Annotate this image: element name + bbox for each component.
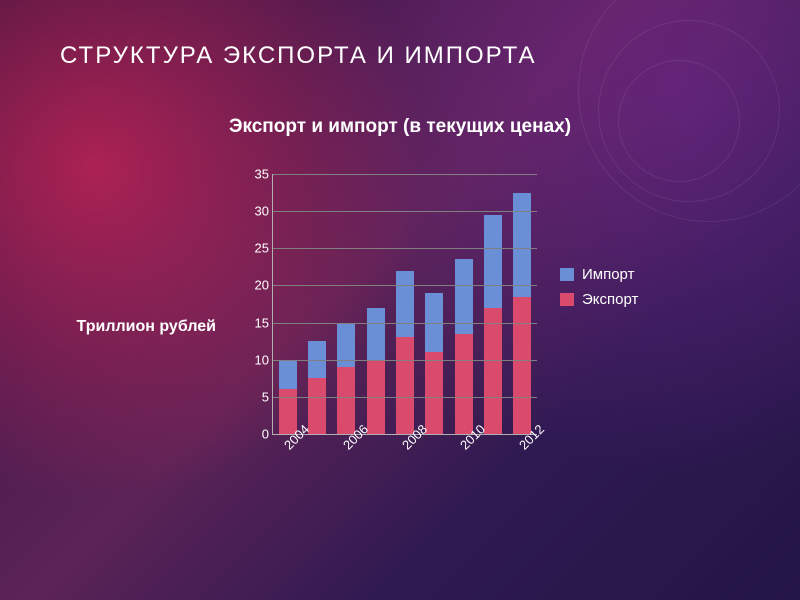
y-tick-label: 5 bbox=[239, 389, 269, 404]
y-tick-label: 0 bbox=[239, 427, 269, 442]
bar-segment-import bbox=[367, 308, 385, 360]
y-tick-label: 25 bbox=[239, 241, 269, 256]
decorative-ring bbox=[578, 0, 800, 222]
legend-swatch bbox=[560, 268, 574, 281]
bar-segment-import bbox=[484, 215, 502, 308]
gridline bbox=[273, 174, 537, 175]
bars-container bbox=[273, 174, 537, 434]
y-tick-label: 20 bbox=[239, 278, 269, 293]
bar-segment-export bbox=[484, 308, 502, 434]
y-tick-label: 35 bbox=[239, 167, 269, 182]
bar-segment-import bbox=[396, 271, 414, 338]
bar-segment-export bbox=[425, 352, 443, 434]
gridline bbox=[273, 360, 537, 361]
gridline bbox=[273, 248, 537, 249]
plot-area: 05101520253035 bbox=[272, 174, 537, 435]
bar bbox=[425, 293, 443, 434]
chart-title: Экспорт и импорт (в текущих ценах) bbox=[0, 116, 800, 138]
bar bbox=[367, 308, 385, 434]
legend-label: Импорт bbox=[582, 266, 634, 283]
legend-item: Импорт bbox=[560, 266, 638, 283]
gridline bbox=[273, 323, 537, 324]
gridline bbox=[273, 397, 537, 398]
bar-segment-export bbox=[337, 367, 355, 434]
y-tick-label: 30 bbox=[239, 204, 269, 219]
gridline bbox=[273, 285, 537, 286]
bar bbox=[337, 323, 355, 434]
slide-title: СТРУКТУРА ЭКСПОРТА И ИМПОРТА bbox=[60, 42, 536, 70]
y-tick-label: 15 bbox=[239, 315, 269, 330]
decorative-ring bbox=[598, 20, 780, 202]
legend-swatch bbox=[560, 293, 574, 306]
chart: 05101520253035 20042006200820102012 bbox=[236, 174, 536, 474]
legend-label: Экспорт bbox=[582, 291, 638, 308]
bar-segment-import bbox=[513, 193, 531, 297]
bar-segment-export bbox=[396, 337, 414, 434]
bar-segment-import bbox=[279, 360, 297, 390]
bar-segment-export bbox=[308, 378, 326, 434]
bar bbox=[308, 341, 326, 434]
y-tick-label: 10 bbox=[239, 352, 269, 367]
y-axis-label: Триллион рублей bbox=[36, 318, 216, 336]
bar bbox=[396, 271, 414, 434]
gridline bbox=[273, 211, 537, 212]
legend-item: Экспорт bbox=[560, 291, 638, 308]
bar-segment-export bbox=[455, 334, 473, 434]
slide: СТРУКТУРА ЭКСПОРТА И ИМПОРТА Экспорт и и… bbox=[0, 0, 800, 600]
bar-segment-export bbox=[513, 297, 531, 434]
legend: Импорт Экспорт bbox=[560, 266, 638, 316]
